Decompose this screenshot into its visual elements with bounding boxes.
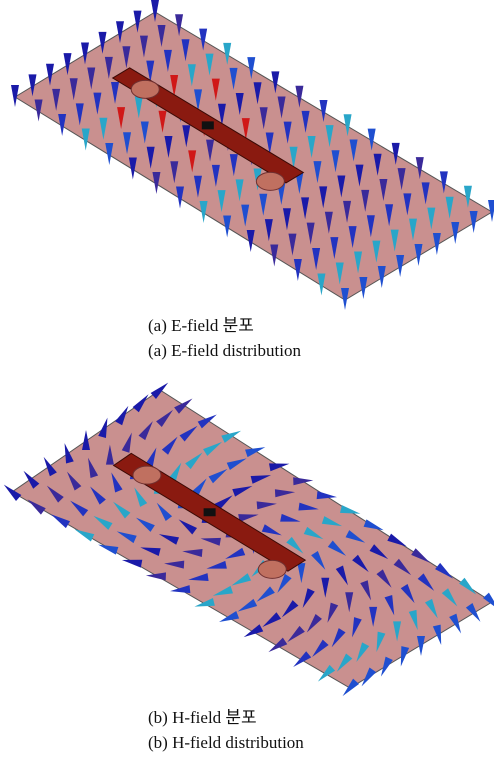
connector — [256, 172, 284, 190]
e-field-panel — [11, 0, 494, 310]
field-arrow — [317, 491, 337, 499]
caption: (b) H-field distribution — [148, 733, 304, 752]
connector — [258, 560, 286, 578]
field-arrow — [401, 646, 409, 666]
caption: (b) H-field 분포 — [148, 708, 257, 727]
caption: (a) E-field 분포 — [148, 316, 254, 335]
figure: (a) E-field 분포 (a) E-field distribution … — [0, 0, 494, 770]
connector — [133, 466, 161, 484]
h-field-panel — [4, 383, 494, 696]
caption: (a) E-field distribution — [148, 341, 301, 360]
chip — [202, 121, 214, 129]
field-arrow — [122, 560, 142, 568]
field-arrow — [341, 288, 349, 310]
connector — [131, 80, 159, 98]
field-arrow — [340, 505, 360, 514]
field-arrow — [98, 418, 107, 438]
chip — [204, 508, 216, 516]
